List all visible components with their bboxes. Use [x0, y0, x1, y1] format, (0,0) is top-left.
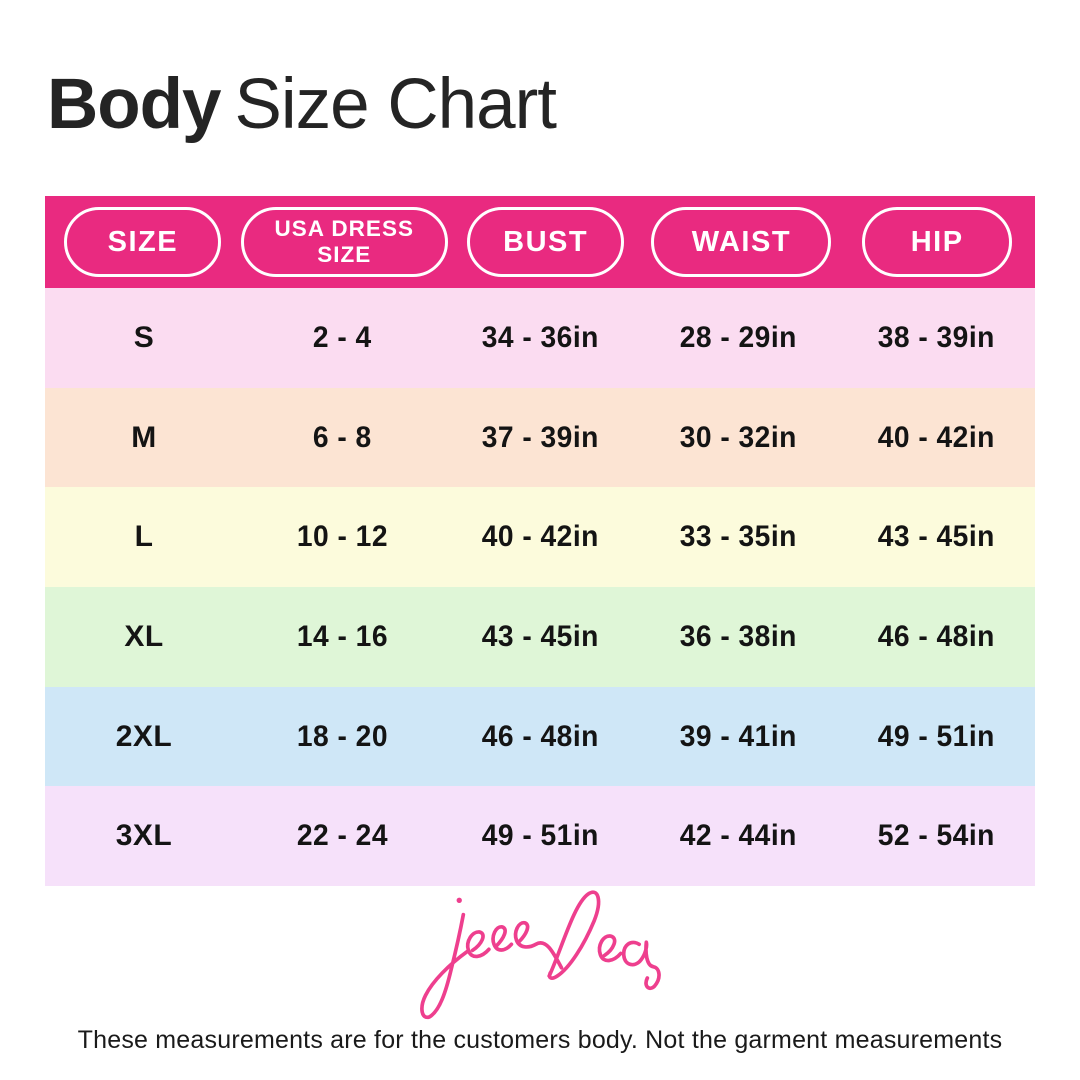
cell-waist: 36 - 38in	[679, 619, 797, 653]
cell-waist: 30 - 32in	[679, 420, 797, 454]
header-cell-waist: WAIST	[644, 196, 840, 288]
cell-size: L	[134, 520, 154, 554]
cell-bust: 34 - 36in	[481, 320, 599, 354]
cell-waist: 42 - 44in	[679, 819, 797, 853]
cell-hip: 46 - 48in	[877, 619, 995, 653]
cell-bust: 37 - 39in	[481, 420, 599, 454]
cell-dress-size: 18 - 20	[296, 719, 388, 753]
cell-dress-size: 2 - 4	[312, 320, 372, 354]
cell-size: 3XL	[115, 819, 173, 853]
cell-size: M	[131, 420, 157, 454]
cell-hip: 52 - 54in	[877, 819, 995, 853]
size-table: SIZE USA DRESS SIZE BUST WAIST HIP S 2 -…	[45, 196, 1035, 887]
header-label-waist: WAIST	[691, 225, 792, 258]
header-label-hip: HIP	[910, 225, 964, 258]
header-label-dress-size: USA DRESS SIZE	[274, 216, 414, 267]
table-row-l: L 10 - 12 40 - 42in 33 - 35in 43 - 45in	[45, 487, 1035, 588]
cell-waist: 39 - 41in	[679, 719, 797, 753]
measurement-disclaimer: These measurements are for the customers…	[77, 1026, 1003, 1054]
header-pill-waist: WAIST	[651, 207, 832, 277]
table-row-s: S 2 - 4 34 - 36in 28 - 29in 38 - 39in	[45, 288, 1035, 388]
cell-size: XL	[124, 619, 164, 653]
header-pill-hip: HIP	[862, 207, 1013, 277]
page-title-bold: Body	[47, 65, 221, 144]
cell-hip: 38 - 39in	[877, 320, 995, 354]
header-pill-dress-size: USA DRESS SIZE	[240, 207, 448, 277]
table-header-row: SIZE USA DRESS SIZE BUST WAIST HIP	[45, 196, 1035, 288]
cell-hip: 43 - 45in	[877, 520, 995, 554]
table-row-3xl: 3XL 22 - 24 49 - 51in 42 - 44in 52 - 54i…	[45, 786, 1035, 887]
header-cell-bust: BUST	[448, 196, 644, 288]
cell-size: S	[133, 320, 155, 354]
cell-dress-size: 14 - 16	[296, 619, 388, 653]
header-cell-dress-size: USA DRESS SIZE	[240, 196, 448, 288]
cell-hip: 40 - 42in	[877, 420, 995, 454]
table-row-m: M 6 - 8 37 - 39in 30 - 32in 40 - 42in	[45, 387, 1035, 488]
jess-lea-logo: jess lea	[408, 886, 672, 1024]
page-title-regular: Size Chart	[234, 65, 557, 144]
cell-waist: 28 - 29in	[679, 320, 797, 354]
cell-dress-size: 10 - 12	[296, 520, 388, 554]
cell-bust: 49 - 51in	[481, 819, 599, 853]
cell-size: 2XL	[115, 719, 173, 753]
cell-dress-size: 22 - 24	[296, 819, 388, 853]
page-title: Body Size Chart	[47, 64, 557, 145]
header-label-bust: BUST	[503, 225, 589, 258]
header-cell-hip: HIP	[839, 196, 1035, 288]
cell-hip: 49 - 51in	[877, 719, 995, 753]
jess-lea-script-icon	[420, 890, 661, 1020]
cell-bust: 43 - 45in	[481, 619, 599, 653]
cell-bust: 40 - 42in	[481, 520, 599, 554]
table-row-2xl: 2XL 18 - 20 46 - 48in 39 - 41in 49 - 51i…	[45, 686, 1035, 787]
cell-waist: 33 - 35in	[679, 520, 797, 554]
header-pill-size: SIZE	[64, 207, 222, 277]
header-pill-bust: BUST	[467, 207, 625, 277]
header-label-size: SIZE	[107, 225, 179, 258]
table-row-xl: XL 14 - 16 43 - 45in 36 - 38in 46 - 48in	[45, 587, 1035, 687]
cell-dress-size: 6 - 8	[312, 420, 372, 454]
header-cell-size: SIZE	[45, 196, 241, 288]
cell-bust: 46 - 48in	[481, 719, 599, 753]
